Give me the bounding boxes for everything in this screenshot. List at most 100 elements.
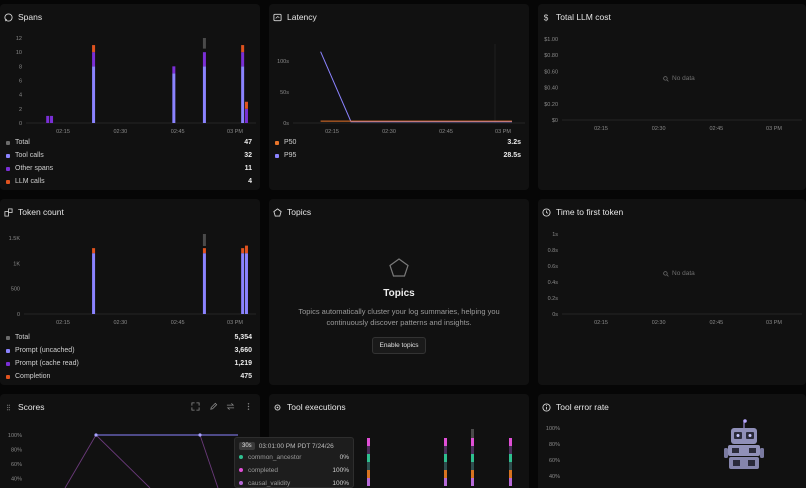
tooltip-label: causal_validity — [248, 479, 291, 487]
latency-chart: 100s 50s 0s 02:15 02:30 02:45 03 PM — [277, 44, 525, 134]
y-tick-label: 0 — [19, 121, 22, 127]
token-legend-row[interactable]: Total 5,354 — [6, 331, 252, 344]
spans-bar-segment — [241, 45, 245, 53]
x-tick-label: 02:30 — [113, 320, 127, 326]
dollar-icon: $ — [544, 13, 549, 21]
y-tick-label: 1.5K — [9, 236, 21, 242]
tooltip-row: common_ancestor 0% — [235, 451, 353, 463]
y-tick-label: 40% — [11, 477, 22, 483]
enable-topics-button[interactable]: Enable topics — [372, 337, 426, 354]
token-legend-row[interactable]: Prompt (cache read) 1,219 — [6, 357, 252, 370]
ttft-no-data: No data — [663, 270, 695, 277]
y-tick-label: 0.2s — [548, 296, 559, 302]
spans-bar-segment — [172, 66, 176, 74]
tool-exec-bar-segment — [471, 446, 474, 454]
clock-icon — [542, 207, 551, 217]
drag-handle-icon[interactable] — [4, 403, 13, 412]
y-tick-label: $0.40 — [544, 86, 558, 92]
token-legend-label: Prompt (uncached) — [15, 347, 75, 354]
spans-legend-value: 4 — [248, 178, 252, 185]
spans-bar-segment — [50, 115, 54, 123]
tooltip-value: 100% — [332, 479, 349, 487]
scores-card: Scores 100% 80% 60% 40% — [0, 394, 260, 488]
spans-legend-label: LLM calls — [15, 178, 45, 185]
tool-exec-bar-segment — [444, 446, 447, 454]
gauge-icon — [273, 13, 282, 21]
tool-error-rate-chart: 100% 80% 60% 40% — [546, 426, 560, 480]
y-tick-label: 2 — [19, 107, 22, 113]
llm-cost-card: $ Total LLM cost $1.00 $0.80 $0.60 $0.40 $0.… — [538, 4, 806, 190]
tool-exec-bar-segment — [509, 478, 512, 486]
x-tick-label: 03 PM — [766, 320, 782, 326]
token-legend-value: 5,354 — [234, 334, 252, 341]
tool-exec-bar-segment — [509, 438, 512, 446]
scores-line-causal — [64, 434, 151, 488]
spans-bar-segment — [92, 45, 96, 53]
topics-description: Topics automatically cluster your log su… — [298, 307, 500, 327]
spans-bar-segment — [241, 66, 245, 123]
edit-icon[interactable] — [209, 402, 218, 411]
token-bar-segment — [92, 248, 96, 254]
latency-legend-row[interactable]: P95 28.5s — [275, 149, 521, 162]
expand-icon[interactable] — [191, 402, 200, 411]
tool-exec-bar-segment — [509, 470, 512, 478]
tool-exec-bar-segment — [444, 478, 447, 486]
token-bar-segment — [241, 248, 245, 254]
token-bar-segment — [202, 248, 206, 254]
svg-text:$: $ — [544, 13, 549, 21]
spans-legend-row[interactable]: LLM calls 4 — [6, 175, 252, 188]
spans-legend-value: 32 — [244, 152, 252, 159]
scores-line-other — [199, 434, 219, 488]
latency-legend-row[interactable]: P50 3.2s — [275, 136, 521, 149]
token-bar-segment — [244, 245, 248, 254]
y-tick-label: $0 — [552, 118, 558, 124]
tooltip-label: completed — [248, 466, 278, 474]
y-tick-label: 50s — [280, 90, 289, 96]
token-legend-row[interactable]: Prompt (uncached) 3,660 — [6, 344, 252, 357]
spans-legend-value: 47 — [244, 139, 252, 146]
topics-heading: Topics — [383, 288, 415, 299]
tooltip-timestamp: 03:01:00 PM PDT 7/24/26 — [258, 442, 334, 450]
token-count-title: Token count — [18, 207, 64, 217]
x-tick-label: 03 PM — [766, 126, 782, 132]
tool-exec-bar-segment — [367, 478, 370, 486]
token-legend-label: Prompt (cache read) — [15, 360, 79, 367]
y-tick-label: 1K — [13, 261, 20, 267]
more-menu-icon[interactable] — [244, 402, 253, 411]
y-tick-label: 80% — [549, 442, 560, 448]
y-tick-label: 60% — [549, 458, 560, 464]
tooltip-value: 0% — [339, 453, 349, 461]
swap-icon[interactable] — [226, 402, 235, 411]
robot-mascot-icon — [724, 419, 764, 469]
y-tick-label: 12 — [16, 36, 22, 42]
y-tick-label: 80% — [11, 448, 22, 454]
spans-legend-row[interactable]: Tool calls 32 — [6, 149, 252, 162]
spans-bar-segment — [244, 108, 248, 123]
gear-icon — [274, 404, 281, 410]
latency-legend: P50 3.2s P95 28.5s — [275, 136, 521, 162]
info-icon — [542, 402, 551, 412]
spans-bar-segment — [92, 52, 96, 67]
spans-bar-segment — [46, 115, 50, 123]
latency-legend-swatch — [275, 153, 279, 158]
spans-header: Spans — [4, 12, 42, 22]
spans-legend-row[interactable]: Other spans 11 — [6, 162, 252, 175]
x-tick-label: 02:45 — [171, 320, 185, 326]
x-tick-label: 02:45 — [709, 126, 723, 132]
spans-title: Spans — [18, 12, 43, 22]
tool-exec-bar-segment — [509, 446, 512, 454]
token-legend-row[interactable]: Completion 475 — [6, 370, 252, 383]
x-tick-label: 03 PM — [227, 129, 243, 134]
y-tick-label: $0.20 — [544, 102, 558, 108]
tool-exec-bar-segment — [509, 462, 512, 470]
x-tick-label: 03 PM — [495, 129, 511, 134]
spans-legend-row[interactable]: Total 47 — [6, 136, 252, 149]
token-count-card: Token count 1.5K 1K 500 0 02:15 02:30 02:45 03 … — [0, 199, 260, 385]
spans-legend-label: Tool calls — [15, 152, 44, 159]
x-tick-label: 02:30 — [652, 126, 666, 132]
y-tick-label: 4 — [19, 93, 22, 99]
tooltip-swatch — [239, 468, 243, 472]
latency-legend-value: 28.5s — [503, 152, 521, 159]
latency-line-p95 — [320, 51, 512, 123]
search-icon — [663, 270, 669, 277]
